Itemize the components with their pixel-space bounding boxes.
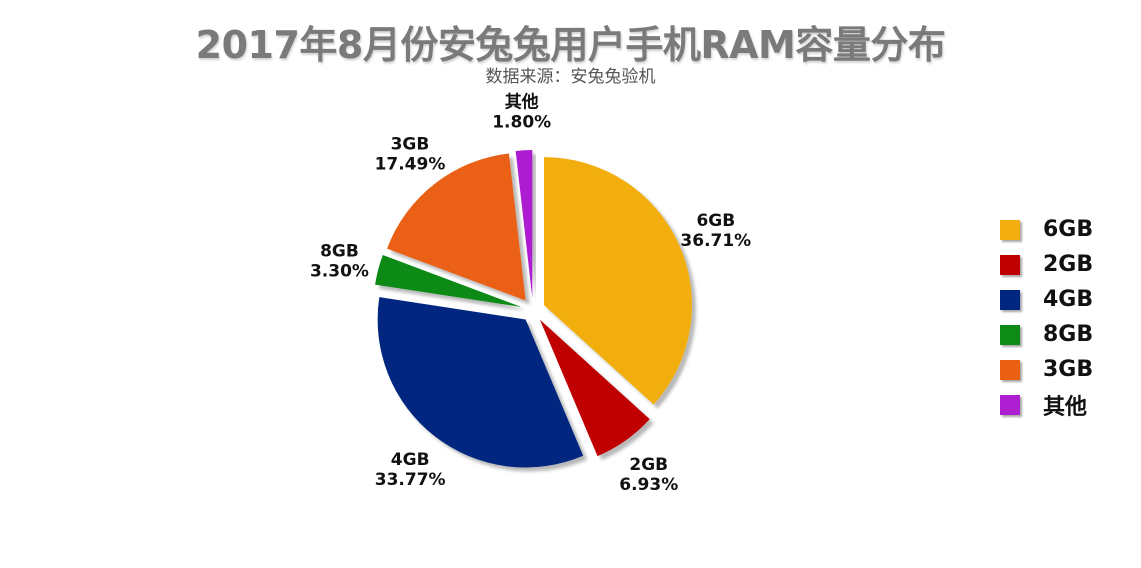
legend-item-4gb: 4GB [1000,282,1093,317]
pie-slice-4gb [377,297,584,468]
chart-subtitle: 数据来源：安兔兔验机 [485,67,656,87]
legend-swatch [1000,219,1020,240]
legend-label: 8GB [1043,322,1094,347]
legend-label: 4GB [1043,287,1094,312]
data-label-3gb: 3GB 17.49% [375,134,446,174]
legend-swatch [1000,359,1020,380]
data-label-4gb: 4GB 33.77% [375,450,446,490]
legend-label: 3GB [1043,357,1094,382]
pie-slice-8gb [375,255,522,307]
legend-item-8gb: 8GB [1000,317,1093,352]
legend-item-other: 其他 [1000,387,1093,422]
pie-slice-other [515,150,533,299]
legend-label: 6GB [1043,217,1094,242]
legend-item-6gb: 6GB [1000,212,1093,247]
pie-slice-2gb [539,319,650,457]
pie-slice-6gb [543,157,692,405]
legend-swatch [1000,324,1020,345]
legend-item-3gb: 3GB [1000,352,1093,387]
legend-swatch [1000,394,1020,415]
legend-item-2gb: 2GB [1000,247,1093,282]
legend-swatch [1000,254,1020,275]
legend-label: 其他 [1043,394,1088,420]
legend-swatch [1000,289,1020,310]
data-label-6gb: 6GB 36.71% [680,211,751,251]
data-label-other: 其他 1.80% [492,91,551,132]
pie-slice-3gb [387,153,526,301]
chart-title: 2017年8月份安兔兔用户手机RAM容量分布 [195,23,946,67]
data-label-8gb: 8GB 3.30% [310,242,369,282]
chart-legend: 6GB 2GB 4GB 8GB 3GB 其他 [1000,212,1093,422]
data-label-2gb: 2GB 6.93% [619,455,678,495]
legend-label: 2GB [1043,252,1094,277]
